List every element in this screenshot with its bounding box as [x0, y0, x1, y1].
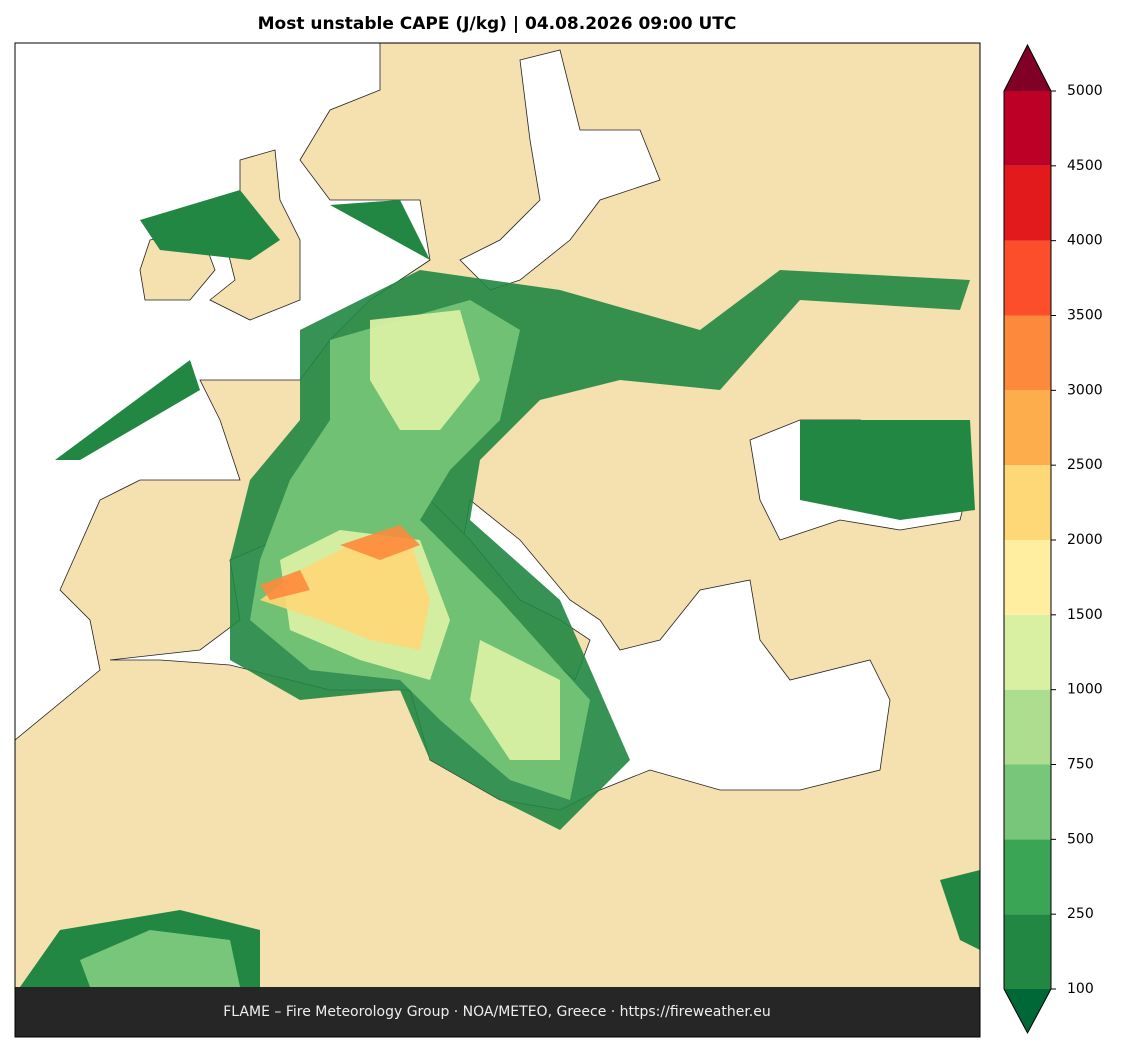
colorbar-box	[1004, 465, 1051, 540]
colorbar: 100 250 500 750 1000 1500 2000 2500 3000 3500 4000…	[1003, 43, 1103, 1035]
colorbar-box	[1004, 839, 1051, 915]
colorbar-tick-label: 4000	[1067, 233, 1103, 249]
colorbar-over	[1004, 45, 1051, 91]
colorbar-tick-label: 100	[1067, 981, 1094, 997]
colorbar-box	[1004, 240, 1051, 316]
colorbar-box	[1004, 390, 1051, 466]
colorbar-tick-label: 2000	[1067, 532, 1103, 548]
colorbar-tick-label: 1500	[1067, 607, 1103, 623]
map: FLAME – Fire Meteorology Group · NOA/MET…	[14, 42, 981, 1038]
colorbar-tick-label: 1000	[1067, 682, 1103, 698]
title: Most unstable CAPE (J/kg) | 04.08.2026 0…	[258, 14, 737, 34]
colorbar-under	[1004, 989, 1051, 1033]
footer-band	[15, 987, 980, 1037]
footer: FLAME – Fire Meteorology Group · NOA/MET…	[223, 1004, 771, 1020]
colorbar-box	[1004, 540, 1051, 615]
colorbar-tick-label: 750	[1067, 757, 1094, 773]
colorbar-tick-label: 3500	[1067, 308, 1103, 324]
map-frame	[14, 42, 981, 1038]
colorbar-box	[1004, 689, 1051, 765]
colorbar-box	[1004, 91, 1051, 166]
colorbar-box	[1004, 315, 1051, 391]
colorbar-tick-label: 5000	[1067, 83, 1103, 99]
colorbar-tick-label: 250	[1067, 906, 1094, 922]
colorbar-tick-label: 500	[1067, 831, 1094, 847]
colorbar-box	[1004, 165, 1051, 241]
colorbar-tick-label: 2500	[1067, 457, 1103, 473]
colorbar-tick-label: 3000	[1067, 382, 1103, 398]
baltic	[459, 49, 661, 291]
colorbar-box	[1004, 914, 1051, 989]
cape-field	[20, 190, 980, 987]
colorbar-box	[1004, 764, 1051, 840]
colorbar-box	[1004, 614, 1051, 690]
colorbar-tick-label: 4500	[1067, 158, 1103, 174]
